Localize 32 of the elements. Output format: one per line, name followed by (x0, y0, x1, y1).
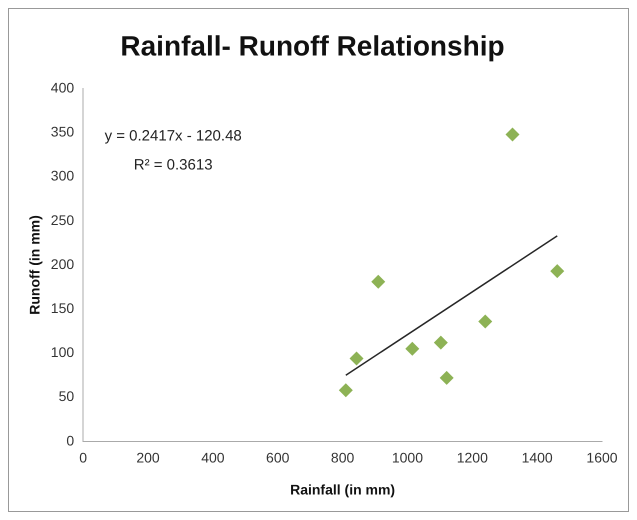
point (371, 274, 386, 289)
y-tick-label: 150 (50, 300, 74, 316)
y-tick-label: 350 (50, 124, 74, 140)
point (405, 342, 420, 356)
x-tick-label: 1200 (456, 450, 488, 466)
x-tick-label: 1400 (522, 450, 553, 466)
x-tick-label: 400 (201, 450, 225, 466)
y-tick-label: 250 (50, 212, 74, 228)
point (440, 370, 454, 385)
x-tick-label: 600 (266, 450, 290, 466)
x-tick-label: 0 (79, 450, 88, 466)
y-tick-label: 0 (66, 432, 74, 448)
point (506, 127, 520, 142)
x-tick-label: 1600 (586, 450, 618, 466)
x-tick-label: 200 (136, 450, 160, 466)
point (350, 351, 364, 366)
point (478, 314, 492, 328)
y-tick-label: 400 (50, 79, 74, 96)
point (434, 336, 448, 350)
x-axis-title: Rainfall (in mm) (290, 481, 396, 498)
annotation: R² = 0.3613 (134, 156, 213, 174)
y-tick-label: 300 (50, 168, 74, 184)
y-axis-title: Runoff (in mm) (26, 215, 42, 315)
y-tick-label: 200 (50, 256, 74, 272)
x-tick-label: 800 (330, 450, 354, 466)
chart-title: Rainfall- Runoff Relationship (120, 30, 505, 62)
point (338, 383, 353, 398)
annotation: y = 0.2417x - 120.48 (104, 128, 242, 145)
y-tick-label: 100 (50, 344, 74, 360)
y-tick-label: 50 (58, 388, 74, 404)
x-tick-label: 1000 (392, 450, 424, 466)
point (550, 264, 564, 278)
